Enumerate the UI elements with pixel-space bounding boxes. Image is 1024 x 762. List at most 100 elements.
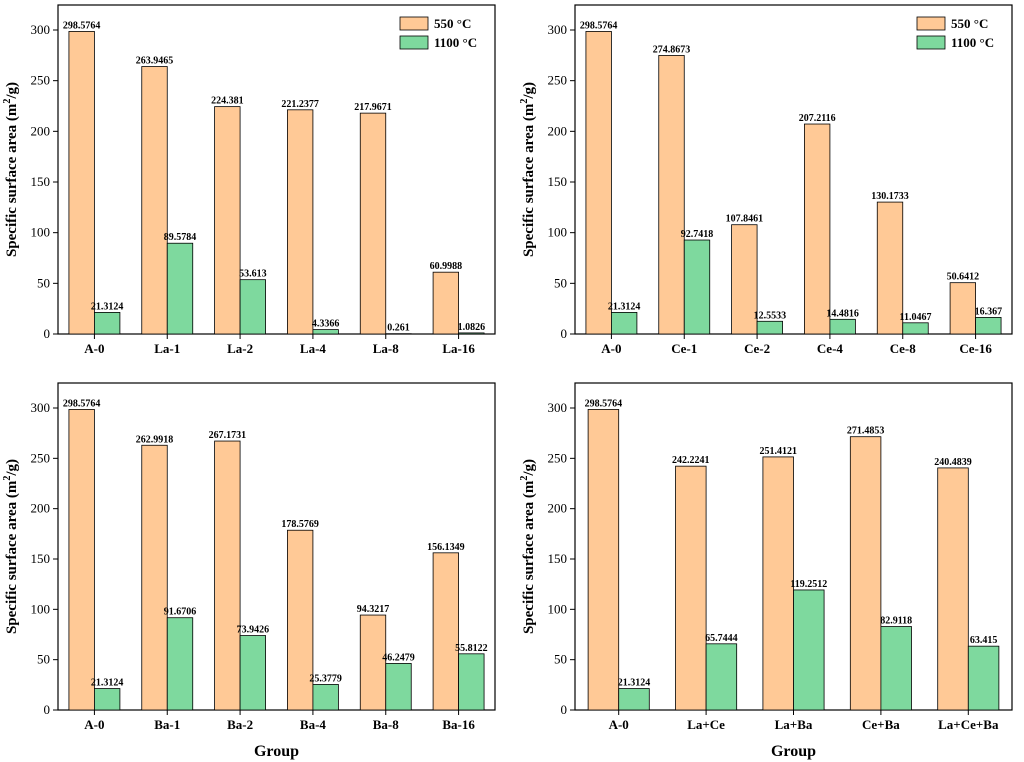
data-label-1100: 119.2512 <box>790 579 827 590</box>
y-axis-label-end: /g) <box>521 82 537 100</box>
bar-550 <box>359 112 387 335</box>
bar-1100 <box>902 322 929 335</box>
bar-1100 <box>94 312 121 335</box>
plot-frame <box>574 4 1013 335</box>
x-category-label: Ba-2 <box>227 717 253 732</box>
x-category-label: A-0 <box>84 341 104 356</box>
bar-550 <box>804 123 831 335</box>
x-axis-label: Group <box>254 743 299 760</box>
bar-1100 <box>239 635 266 711</box>
data-label-550: 267.1731 <box>209 430 247 441</box>
y-axis-label-sup: 2 <box>519 476 530 481</box>
bar-1100 <box>975 317 1002 335</box>
data-label-550: 130.1733 <box>871 191 909 202</box>
y-axis-label-main: Specific surface area (m <box>521 103 537 257</box>
data-label-1100: 12.5533 <box>754 310 787 321</box>
bar-550 <box>432 552 459 711</box>
x-category-label: La-8 <box>373 341 400 356</box>
bar-550 <box>214 440 241 711</box>
data-label-1100: 1.0826 <box>458 322 486 333</box>
chart-panel-1: 0 50 100 150 200 250 300 Specific surface area … <box>2 4 496 356</box>
legend-swatch-1100 <box>399 35 429 50</box>
data-label-1100: 14.4816 <box>826 308 859 319</box>
bar-1100 <box>829 318 856 335</box>
y-tick-label: 250 <box>548 73 568 88</box>
x-category-label: La+Ce <box>687 717 725 732</box>
data-label-1100: 89.5784 <box>164 232 197 243</box>
data-label-1100: 53.613 <box>239 269 267 280</box>
bar-550 <box>658 55 685 335</box>
bar-1100 <box>967 645 1000 711</box>
bar-1100 <box>756 320 783 335</box>
legend-label-550: 550 °C <box>434 16 471 31</box>
data-label-1100: 21.3124 <box>618 678 651 689</box>
y-tick-label: 150 <box>548 174 568 189</box>
y-tick-label: 0 <box>561 326 568 341</box>
data-label-1100: 73.9426 <box>237 625 270 636</box>
x-category-label: La+Ba <box>775 717 813 732</box>
y-axis-label-end: /g) <box>521 459 537 477</box>
y-tick-label: 50 <box>37 275 50 290</box>
data-label-1100: 91.6706 <box>164 607 197 618</box>
y-tick-label: 200 <box>548 501 568 516</box>
bar-1100 <box>705 643 738 711</box>
bar-550 <box>587 409 620 711</box>
x-category-label: Ce-16 <box>959 341 992 356</box>
y-axis-label-end: /g) <box>4 459 20 477</box>
x-category-label: Ce-1 <box>671 341 697 356</box>
x-category-label: La-4 <box>300 341 327 356</box>
data-label-550: 60.9988 <box>430 261 463 272</box>
bar-550 <box>141 444 168 711</box>
y-axis-label-main: Specific surface area (m <box>4 480 20 634</box>
data-label-1100: 55.8122 <box>455 643 488 654</box>
data-label-1100: 65.7444 <box>705 633 738 644</box>
data-label-1100: 25.3779 <box>309 673 342 684</box>
bar-550 <box>68 409 95 711</box>
y-axis-label-end: /g) <box>4 82 20 100</box>
y-axis-label: Specific surface area (m2/g) <box>519 459 537 634</box>
y-tick-label: 150 <box>548 551 568 566</box>
data-label-550: 178.5769 <box>281 519 319 530</box>
bar-1100 <box>683 239 711 335</box>
x-category-label: La-1 <box>154 341 180 356</box>
x-category-label: La+Ce+Ba <box>938 717 999 732</box>
y-tick-label: 300 <box>31 22 51 37</box>
x-category-label: Ba-4 <box>300 717 327 732</box>
y-axis-label: Specific surface area (m2/g) <box>2 459 20 634</box>
y-tick-label: 50 <box>554 275 567 290</box>
data-label-550: 50.6412 <box>947 272 980 283</box>
data-label-550: 156.1349 <box>427 542 465 553</box>
data-label-1100: 16.367 <box>975 306 1003 317</box>
data-label-550: 298.5764 <box>580 20 618 31</box>
bar-550 <box>585 31 612 335</box>
bar-550 <box>68 31 95 335</box>
legend-label-1100: 1100 °C <box>434 35 477 50</box>
legend-label-1100: 1100 °C <box>951 35 994 50</box>
y-tick-label: 250 <box>31 73 51 88</box>
x-category-label: Ce+Ba <box>862 717 900 732</box>
data-label-1100: 82.9118 <box>880 616 912 627</box>
data-label-550: 221.2377 <box>281 99 319 110</box>
data-label-1100: 46.2479 <box>382 652 415 663</box>
y-tick-label: 0 <box>44 702 51 717</box>
y-axis-label-sup: 2 <box>519 99 530 104</box>
y-tick-label: 200 <box>31 123 51 138</box>
y-tick-label: 250 <box>31 450 51 465</box>
data-label-550: 217.9671 <box>354 102 392 113</box>
y-axis-label-sup: 2 <box>2 476 13 481</box>
y-tick-label: 250 <box>548 450 568 465</box>
data-label-1100: 63.415 <box>970 635 998 646</box>
legend-label-550: 550 °C <box>951 16 988 31</box>
x-category-label: A-0 <box>609 717 629 732</box>
y-tick-label: 100 <box>548 225 568 240</box>
data-label-1100: 0.261 <box>387 323 410 334</box>
data-label-1100: 4.3366 <box>312 319 340 330</box>
bar-1100 <box>94 688 121 711</box>
y-tick-label: 300 <box>548 400 568 415</box>
chart-panel-2: 0 50 100 150 200 250 300 Specific surface area … <box>519 4 1013 356</box>
bar-1100 <box>385 663 412 711</box>
data-label-1100: 92.7418 <box>681 229 714 240</box>
y-tick-label: 50 <box>554 652 567 667</box>
x-axis-label: Group <box>771 743 816 760</box>
x-category-label: La-2 <box>227 341 253 356</box>
